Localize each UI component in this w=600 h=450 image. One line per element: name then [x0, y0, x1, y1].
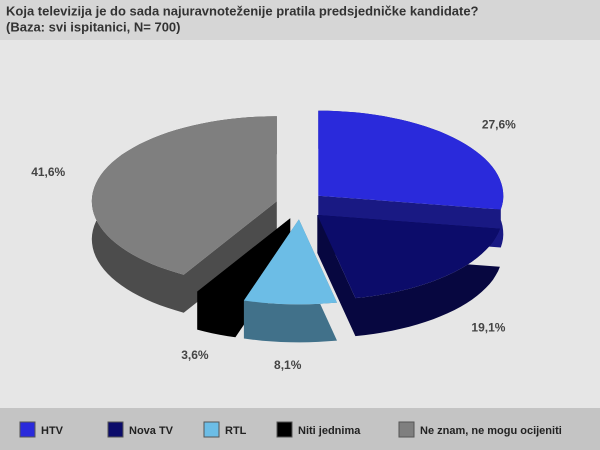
legend-label: RTL	[225, 425, 247, 437]
chart-subtitle: (Baza: svi ispitanici, N= 700)	[6, 19, 180, 34]
slice	[318, 110, 504, 210]
data-label: 8,1%	[274, 358, 302, 372]
legend-swatch	[203, 421, 220, 438]
slice	[197, 218, 291, 300]
data-label: 41,6%	[31, 165, 65, 179]
legend-swatch	[276, 421, 293, 438]
legend: HTV Nova TV RTL Niti jednima Ne znam, ne mog…	[19, 421, 562, 438]
title-band	[0, 0, 600, 40]
legend-band	[0, 408, 600, 450]
data-label: 3,6%	[181, 348, 209, 362]
pie: 27,6% 41,6% 19,1% 3,6% 8,1%	[31, 110, 516, 372]
legend-label: Ne znam, ne mogu ocijeniti	[420, 425, 562, 437]
data-label: 19,1%	[471, 320, 505, 334]
legend-swatch	[398, 421, 415, 438]
legend-swatch	[107, 421, 124, 438]
slice	[317, 215, 500, 299]
slice-side	[243, 219, 337, 343]
data-label: 27,6%	[482, 117, 516, 131]
chart-title: Koja televizija je do sada najuravnoteže…	[6, 3, 479, 18]
slice	[243, 219, 337, 305]
legend-label: Nova TV	[129, 425, 174, 437]
legend-label: Niti jednima	[298, 425, 361, 437]
legend-swatch	[19, 421, 36, 438]
legend-label: HTV	[41, 425, 64, 437]
slice	[91, 116, 277, 275]
